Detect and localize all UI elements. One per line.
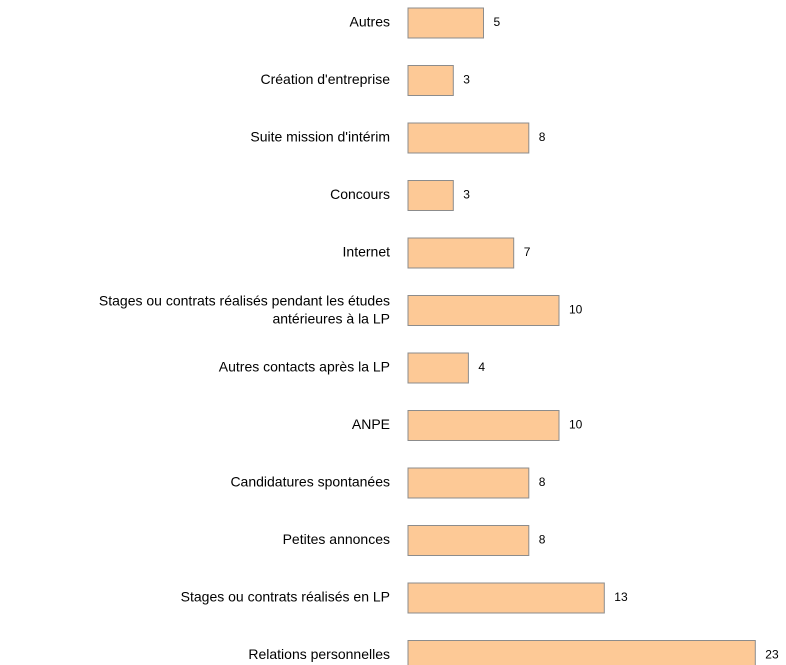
value-label: 10 (569, 418, 583, 432)
category-label: ANPE (352, 416, 390, 432)
category-label: Internet (343, 244, 391, 260)
category-label: Autres (350, 14, 390, 30)
value-label: 10 (569, 303, 583, 317)
category-label: Petites annonces (283, 531, 390, 547)
value-label: 13 (614, 590, 628, 604)
value-label: 8 (539, 130, 546, 144)
bar (407, 237, 515, 269)
value-label: 8 (539, 533, 546, 547)
value-label: 4 (478, 360, 485, 374)
value-label: 5 (494, 15, 501, 29)
value-label: 7 (524, 245, 531, 259)
bar (407, 467, 530, 499)
category-label: Suite mission d'intérim (250, 129, 390, 145)
category-label: Autres contacts après la LP (219, 359, 390, 375)
bar (407, 352, 469, 384)
category-label: Concours (330, 186, 390, 202)
value-label: 23 (765, 648, 779, 662)
bar (407, 410, 560, 441)
category-label: Relations personnelles (248, 646, 390, 662)
bar (407, 295, 560, 326)
bar (407, 640, 756, 665)
bar (407, 180, 454, 211)
value-label: 3 (463, 188, 470, 202)
bar (407, 582, 605, 614)
category-label: Création d'entreprise (260, 71, 390, 87)
bar (407, 122, 530, 154)
category-label: Stages ou contrats réalisés pendant les … (99, 292, 390, 326)
value-label: 8 (539, 475, 546, 489)
category-label: Stages ou contrats réalisés en LP (181, 589, 390, 605)
category-label: Candidatures spontanées (230, 474, 390, 490)
bar (407, 65, 454, 96)
bar (407, 7, 484, 39)
value-label: 3 (463, 73, 470, 87)
bar (407, 525, 530, 556)
